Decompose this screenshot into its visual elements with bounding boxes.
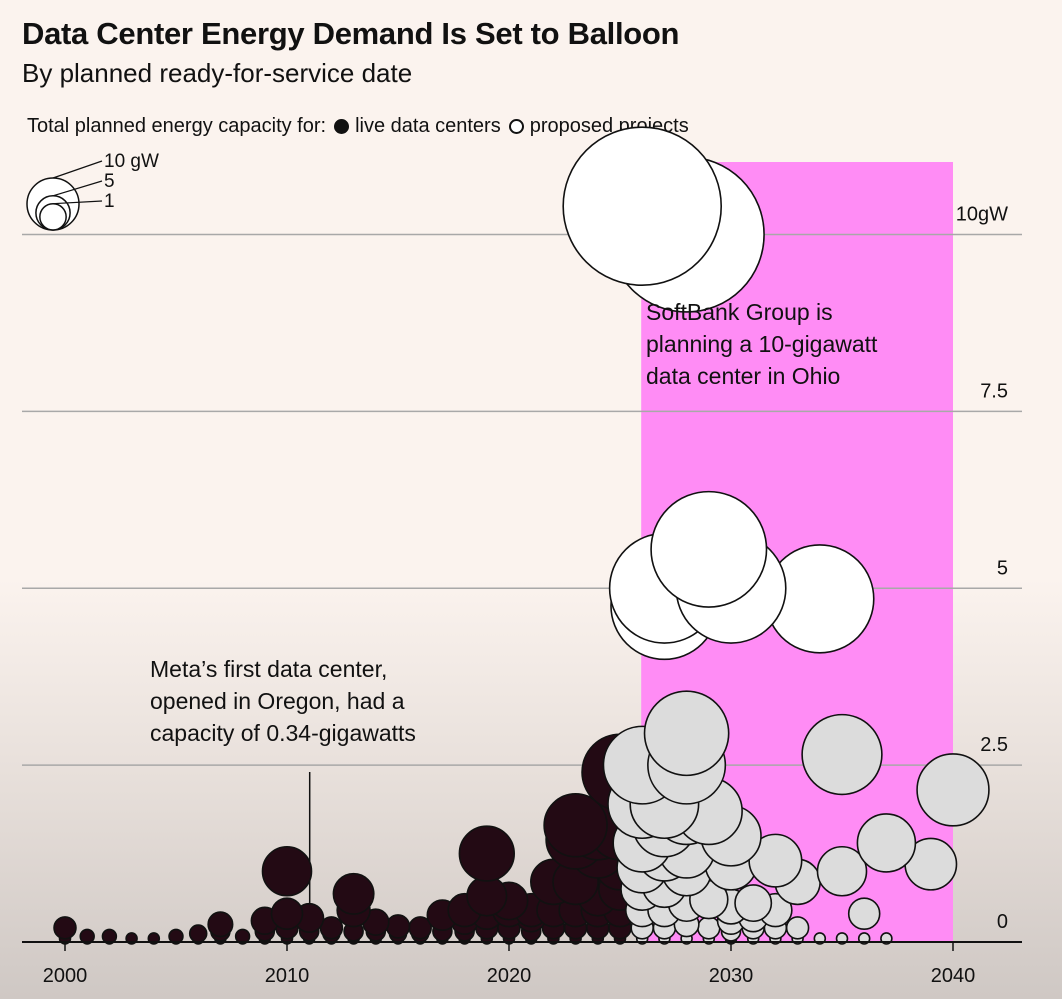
annotation-meta-line: capacity of 0.34-gigawatts	[150, 720, 416, 746]
legend: Total planned energy capacity for: live …	[27, 115, 689, 138]
proposed-project-point	[916, 753, 990, 827]
chart-title: Data Center Energy Demand Is Set to Ball…	[22, 16, 680, 51]
size-legend-circle	[39, 202, 67, 231]
y-tick-label: 5	[997, 557, 1008, 579]
size-legend-leader	[52, 200, 103, 205]
live-data-center-point	[53, 916, 77, 940]
live-data-center-point	[168, 928, 184, 945]
live-data-center-point	[270, 897, 304, 930]
x-tick-label: 2010	[265, 965, 310, 987]
y-tick-label: 10gW	[956, 204, 1008, 226]
live-data-center-point	[543, 792, 608, 858]
live-data-center-point	[466, 875, 508, 917]
live-data-center-point	[101, 928, 118, 945]
size-legend-leader	[52, 160, 103, 179]
legend-prefix: Total planned energy capacity for:	[27, 115, 327, 137]
live-data-center-point	[188, 924, 208, 943]
size-legend-leader	[52, 180, 103, 197]
x-tick-label: 2000	[43, 965, 88, 987]
live-data-center-point	[234, 928, 251, 945]
annotation-softbank: SoftBank Group is planning a 10-gigawatt…	[646, 296, 877, 392]
annotation-meta-line: opened in Oregon, had a	[150, 688, 405, 714]
proposed-project-point	[697, 916, 721, 940]
annotation-softbank-line: data center in Ohio	[646, 363, 841, 389]
size-legend-label: 5	[104, 171, 115, 192]
proposed-project-point	[856, 813, 917, 873]
live-data-center-point	[207, 911, 234, 938]
annotation-softbank-line: SoftBank Group is	[646, 299, 833, 325]
size-legend-label: 10 gW	[104, 151, 159, 172]
proposed-project-point	[643, 690, 730, 777]
live-data-center-point	[79, 928, 95, 945]
live-data-center-point	[261, 845, 313, 897]
legend-live-marker	[334, 119, 350, 134]
y-tick-label: 2.5	[980, 734, 1008, 756]
legend-live-label: live data centers	[355, 115, 501, 137]
y-tick-label: 0	[997, 911, 1008, 933]
x-tick-label: 2030	[709, 965, 754, 987]
live-data-center-point	[332, 872, 375, 915]
proposed-project-point	[562, 126, 723, 287]
proposed-project-point	[734, 884, 773, 923]
proposed-project-point	[816, 845, 868, 897]
x-tick-label: 2020	[487, 965, 532, 987]
proposed-project-point	[847, 897, 881, 930]
chart-subtitle: By planned ready-for-service date	[22, 58, 413, 88]
x-tick-label: 2040	[931, 965, 976, 987]
annotation-meta: Meta’s first data center, opened in Oreg…	[150, 653, 416, 749]
y-tick-label: 7.5	[980, 380, 1008, 402]
proposed-project-point	[801, 713, 883, 796]
annotation-meta-line: Meta’s first data center,	[150, 656, 388, 682]
proposed-project-point	[785, 916, 810, 940]
annotation-softbank-line: planning a 10-gigawatt	[646, 331, 878, 357]
legend-proposed-marker	[508, 119, 524, 134]
live-data-center-point	[385, 914, 411, 939]
live-data-center-point	[458, 825, 515, 882]
proposed-project-point	[650, 490, 768, 608]
size-legend-label: 1	[104, 191, 115, 212]
